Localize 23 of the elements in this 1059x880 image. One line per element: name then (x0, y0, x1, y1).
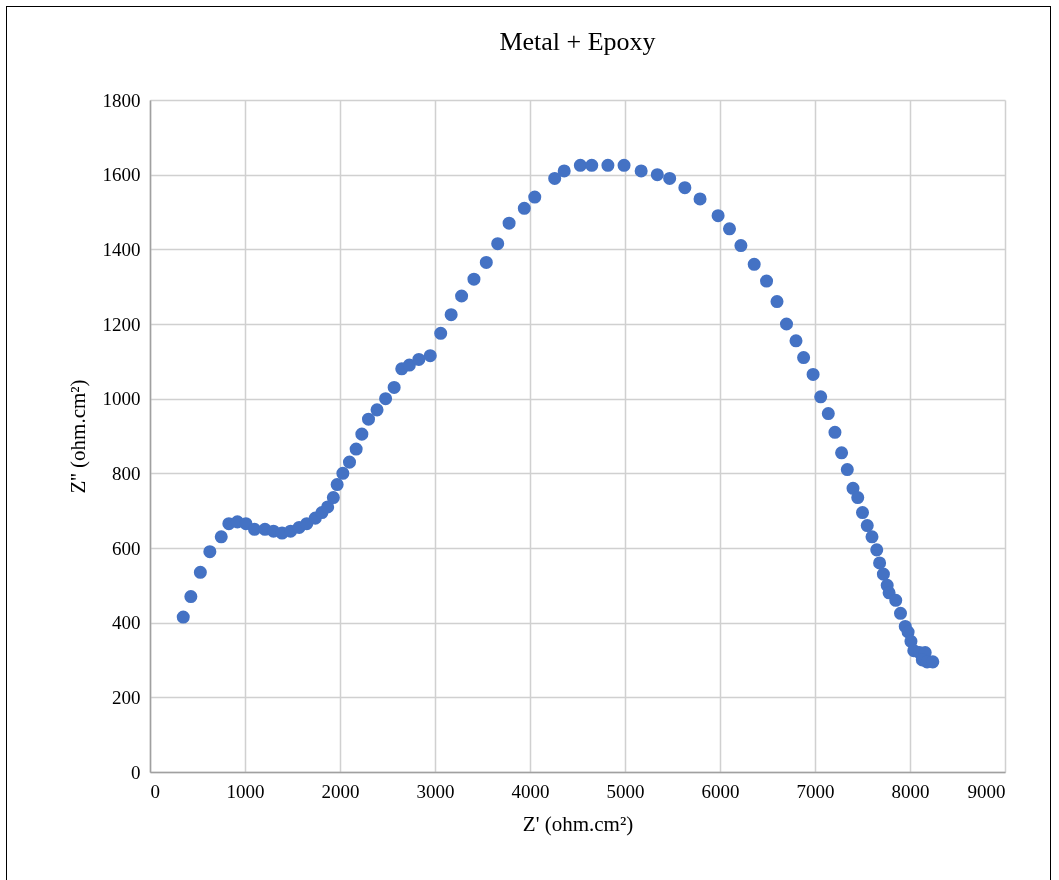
y-tick-label: 1200 (102, 313, 141, 335)
x-axis-title: Z' (ohm.cm²) (522, 811, 634, 836)
x-tick-label: 0 (150, 780, 160, 802)
x-tick-label: 1000 (226, 780, 265, 802)
x-tick-label: 6000 (701, 780, 740, 802)
x-tick-label: 3000 (416, 780, 455, 802)
y-tick-label: 600 (112, 537, 141, 559)
y-tick-label: 200 (112, 686, 141, 708)
x-tick-label: 7000 (796, 780, 835, 802)
y-tick-label: 1400 (102, 238, 141, 260)
x-tick-label: 8000 (891, 780, 930, 802)
x-tick-label: 9000 (967, 780, 1006, 802)
x-tick-label: 2000 (321, 780, 360, 802)
y-tick-label: 0 (131, 761, 141, 783)
y-tick-label: 1000 (102, 388, 141, 410)
y-tick-label: 400 (112, 612, 141, 634)
y-tick-label: 800 (112, 462, 141, 484)
x-tick-label: 5000 (606, 780, 645, 802)
y-tick-label: 1600 (102, 164, 141, 186)
y-axis-title: Z'' (ohm.cm²) (65, 379, 90, 494)
chart-title: Metal + Epoxy (499, 27, 656, 56)
x-tick-label: 4000 (511, 780, 550, 802)
y-tick-label: 1800 (102, 89, 141, 111)
